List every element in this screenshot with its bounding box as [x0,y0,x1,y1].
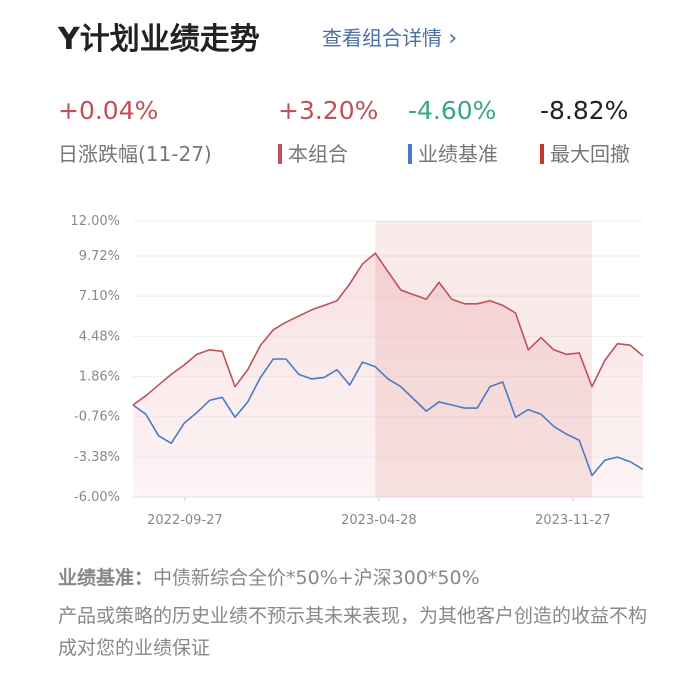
y-tick-label: 1.86% [79,369,120,384]
series-line [132,252,644,406]
series-total: -4.60% [408,96,497,125]
legend-label: 业绩基准 [418,142,498,166]
legend-label: 最大回撤 [550,142,630,166]
daily-change: +0.04% [58,96,159,125]
legend-item: 业绩基准 [408,138,498,167]
y-tick-label: -0.76% [74,410,120,425]
benchmark-text: 中债新综合全价*50%+沪深300*50% [153,567,480,589]
detail-link[interactable]: 查看组合详情 › [322,26,458,51]
x-tick-label: 2023-11-27 [535,513,611,528]
disclaimer: 产品或策略的历史业绩不预示其未来表现，为其他客户创造的收益不构成对您的业绩保证 [58,605,648,659]
legend-item: 本组合 [278,138,348,167]
drawdown-band [375,221,592,497]
daily-change-label: 日涨跌幅(11-27) [58,142,212,166]
y-tick-label: 12.00% [70,214,120,229]
max-drawdown-value: -8.82% [540,96,629,125]
chart: 12.00% 9.72% 7.10% 4.48% 1.86% -0.76% -3.38% -6… [70,214,644,528]
x-tick-label: 2022-09-27 [147,513,223,528]
page-title: Y计划业绩走势 [58,22,260,57]
benchmark-label: 业绩基准： [58,567,154,589]
series-total: +3.20% [278,96,379,125]
legend-item: 最大回撤 [540,138,630,167]
series-line [132,358,644,477]
y-tick-label: 9.72% [79,249,120,264]
link-text[interactable]: 查看组合详情 [322,26,442,50]
legend-label: 本组合 [288,142,348,166]
y-tick-label: 4.48% [79,329,120,344]
y-tick-label: -6.00% [74,490,120,505]
x-tick-label: 2023-04-28 [341,513,417,528]
y-tick-label: -3.38% [74,450,120,465]
y-tick-label: 7.10% [79,289,120,304]
benchmark-note: 业绩基准：中债新综合全价*50%+沪深300*50% [58,562,658,594]
